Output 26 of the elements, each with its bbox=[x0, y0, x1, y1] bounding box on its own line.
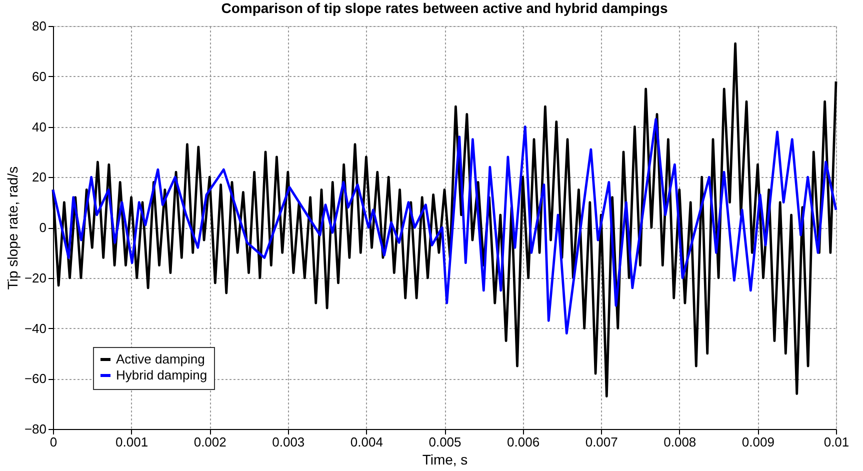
x-tick-label: 0.006 bbox=[507, 434, 540, 450]
x-tick-label: 0.001 bbox=[116, 434, 148, 450]
y-tick-label: 20 bbox=[32, 170, 46, 185]
line-series bbox=[52, 118, 838, 334]
x-tick-label: 0.002 bbox=[194, 434, 226, 450]
x-tick-label: 0.008 bbox=[664, 434, 696, 450]
y-tick-label: 60 bbox=[32, 68, 46, 84]
x-tick-label: 0.009 bbox=[742, 434, 774, 450]
y-tick-label: −80 bbox=[24, 422, 46, 436]
y-tick-label: 80 bbox=[32, 18, 46, 34]
y-tick-label: −20 bbox=[24, 270, 46, 286]
x-axis-title: Time, s bbox=[422, 452, 468, 468]
y-tick-label: −60 bbox=[24, 371, 46, 386]
chart-title: Comparison of tip slope rates between active and hybrid dampings bbox=[221, 0, 668, 16]
y-axis-title: Tip slope rate, rad/s bbox=[4, 166, 20, 290]
x-tick-label: 0.01 bbox=[824, 434, 850, 450]
x-tick-label: 0.003 bbox=[272, 434, 305, 450]
x-tick-label: 0.007 bbox=[585, 434, 618, 450]
legend-label: Hybrid damping bbox=[116, 368, 208, 382]
legend-label: Active damping bbox=[116, 352, 205, 366]
x-tick-label: 0.004 bbox=[350, 434, 383, 450]
x-tick-label: 0.005 bbox=[428, 434, 462, 450]
y-tick-label: 40 bbox=[32, 119, 46, 134]
y-tick-label: 0 bbox=[39, 220, 46, 235]
y-tick-label: −40 bbox=[24, 320, 46, 336]
x-tick-label: 0 bbox=[50, 434, 58, 450]
